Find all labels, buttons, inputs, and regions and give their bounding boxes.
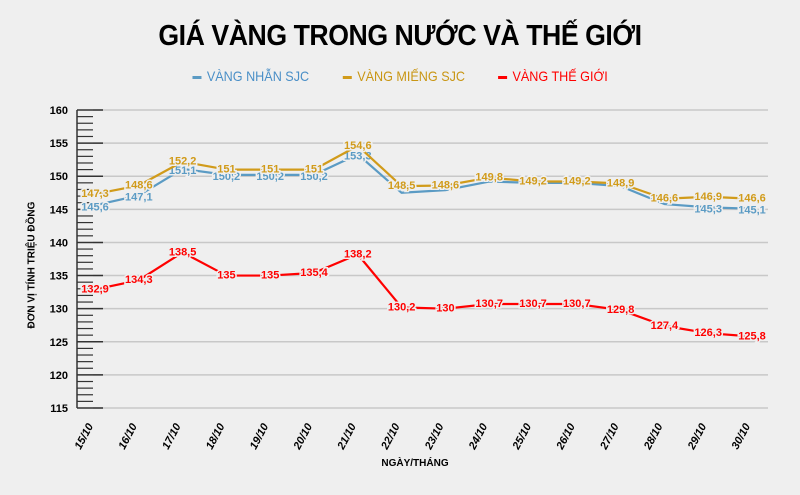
x-tick-label: 28/10 [642, 421, 666, 453]
data-label: 149,8 [475, 172, 503, 184]
data-label: 147,1 [125, 191, 153, 203]
x-tick-label: 18/10 [204, 421, 228, 452]
y-tick-label: 145 [50, 204, 68, 216]
x-tick-label: 16/10 [116, 421, 140, 452]
data-label: 129,8 [607, 304, 635, 316]
x-tick-label: 27/10 [598, 421, 622, 453]
x-tick-label: 24/10 [466, 421, 490, 453]
data-label: 149,2 [563, 176, 591, 188]
data-label: 127,4 [651, 320, 679, 332]
data-label: 150,2 [300, 171, 328, 183]
legend-swatch-icon [342, 75, 352, 79]
x-tick-label: 19/10 [248, 421, 272, 452]
data-label: 130,2 [388, 301, 416, 313]
legend-item-vang-nhan-sjc[interactable]: VÀNG NHẪN SJC [192, 68, 310, 84]
legend-label: VÀNG NHẪN SJC [207, 68, 310, 84]
y-tick-label: 140 [50, 237, 68, 249]
data-label: 148,6 [125, 179, 153, 191]
data-label: 145,3 [694, 203, 722, 215]
y-tick-label: 130 [50, 304, 68, 316]
data-label: 150,2 [256, 171, 284, 183]
data-label: 149,2 [519, 176, 547, 188]
x-axis-label: NGÀY/THÁNG [381, 458, 449, 469]
y-tick-label: 135 [50, 271, 68, 283]
data-label: 151 [261, 164, 279, 176]
data-label: 154,6 [344, 140, 372, 152]
data-label: 147,3 [81, 188, 109, 200]
legend-item-vang-mieng-sjc[interactable]: VÀNG MIẾNG SJC [342, 68, 465, 84]
x-tick-label: 23/10 [423, 421, 447, 453]
chart-title: GIÁ VÀNG TRONG NƯỚC VÀ THẾ GIỚI [158, 20, 642, 52]
series-line [94, 251, 753, 338]
x-tick-label: 22/10 [379, 421, 403, 453]
y-tick-label: 155 [50, 138, 68, 150]
data-label: 146,6 [738, 193, 766, 205]
data-label: 134,3 [125, 274, 153, 286]
legend-item-vang-the-gioi[interactable]: VÀNG THẾ GIỚI [497, 68, 608, 84]
y-tick-label: 115 [50, 403, 68, 415]
data-label: 145,6 [81, 201, 109, 213]
data-label: 148,6 [432, 179, 460, 191]
data-label: 125,8 [738, 330, 766, 342]
data-label: 135,4 [300, 267, 328, 279]
data-label: 135 [217, 270, 235, 282]
legend-label: VÀNG THẾ GIỚI [512, 68, 608, 84]
data-label: 146,6 [651, 193, 679, 205]
x-tick-label: 25/10 [510, 421, 534, 453]
data-label: 130,7 [519, 298, 547, 310]
x-tick-label: 26/10 [554, 421, 578, 453]
series-line [94, 144, 753, 200]
data-label: 130,7 [563, 298, 591, 310]
legend-swatch-icon [192, 75, 202, 79]
chart-legend: VÀNG NHẪN SJC VÀNG MIẾNG SJC VÀNG THẾ GI… [0, 68, 800, 84]
data-label: 145,1 [738, 205, 766, 217]
x-tick-label: 21/10 [335, 421, 359, 453]
y-tick-label: 160 [50, 105, 68, 117]
data-label: 151,1 [169, 165, 197, 177]
data-label: 152,2 [169, 156, 197, 168]
data-label: 135 [261, 270, 279, 282]
y-tick-label: 120 [50, 370, 68, 382]
x-tick-label: 30/10 [730, 421, 754, 452]
x-tick-label: 29/10 [685, 421, 709, 453]
y-tick-label: 150 [50, 171, 68, 183]
y-axis-label: ĐƠN VỊ TÍNH TRIỆU ĐỒNG [26, 201, 38, 329]
data-label: 146,9 [694, 191, 722, 203]
x-tick-label: 15/10 [73, 421, 97, 452]
data-label: 150,2 [213, 171, 241, 183]
data-label: 132,9 [81, 283, 109, 295]
legend-swatch-icon [497, 75, 507, 79]
data-label: 130,7 [475, 298, 503, 310]
series-line [94, 153, 753, 210]
data-label: 148,9 [607, 178, 635, 190]
data-label: 151 [217, 164, 235, 176]
x-tick-label: 17/10 [160, 421, 184, 452]
data-label: 130 [436, 303, 454, 315]
data-label: 138,5 [169, 246, 197, 258]
data-label: 151 [305, 164, 323, 176]
x-tick-label: 20/10 [291, 421, 315, 453]
data-label: 138,2 [344, 248, 372, 260]
data-label: 148,5 [388, 180, 416, 192]
data-label: 126,3 [694, 327, 722, 339]
legend-label: VÀNG MIẾNG SJC [357, 68, 465, 84]
y-tick-label: 125 [50, 337, 68, 349]
